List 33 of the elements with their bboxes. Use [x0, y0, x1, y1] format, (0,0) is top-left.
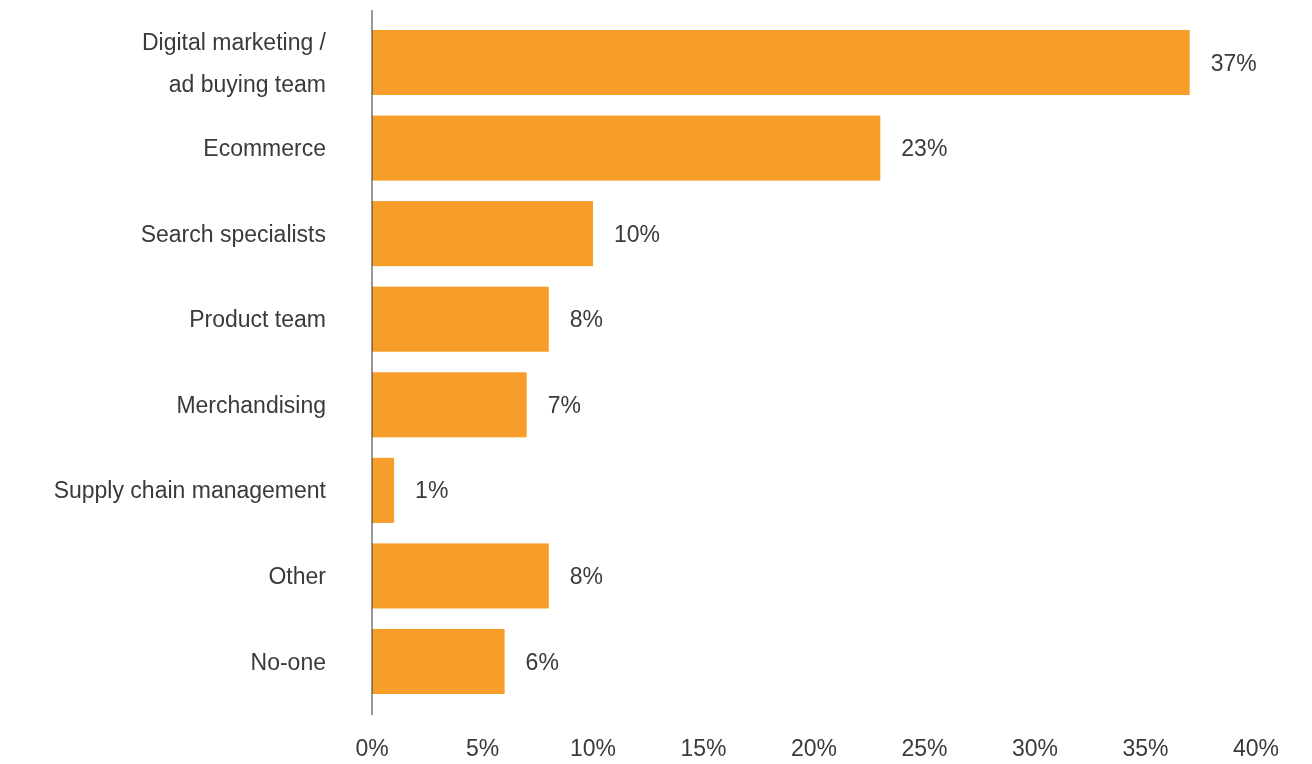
data-label: 7% — [547, 391, 581, 418]
data-label: 37% — [1210, 49, 1257, 76]
x-tick-label: 15% — [680, 735, 727, 762]
y-tick-label: Product team — [189, 306, 326, 333]
bar — [372, 286, 549, 352]
y-tick-label: No-one — [250, 648, 326, 675]
bar — [372, 372, 527, 438]
bar — [372, 628, 505, 694]
x-tick-label: 20% — [790, 735, 838, 762]
bar — [372, 543, 549, 609]
data-label: 8% — [569, 562, 604, 589]
y-tick-label: Merchandising — [176, 391, 326, 418]
bar — [372, 457, 395, 523]
x-tick-label: 0% — [355, 735, 389, 762]
bar — [372, 30, 1190, 96]
x-tick-label: 35% — [1122, 735, 1169, 762]
x-tick-label: 25% — [901, 735, 948, 762]
y-tick-label: Search specialists — [140, 220, 326, 247]
data-label: 10% — [614, 220, 661, 247]
bar — [372, 115, 881, 181]
data-label: 6% — [525, 648, 559, 675]
x-tick-label: 5% — [465, 735, 500, 762]
x-tick-label: 40% — [1232, 735, 1280, 762]
y-tick-label: Digital marketing / ad buying team — [141, 28, 327, 97]
x-tick-label: 10% — [569, 735, 617, 762]
y-tick-label: Other — [268, 562, 327, 589]
data-label: 8% — [569, 306, 604, 333]
y-tick-label: Supply chain management — [53, 477, 327, 504]
y-tick-label: Ecommerce — [203, 135, 326, 162]
x-tick-label: 30% — [1011, 735, 1059, 762]
data-label: 1% — [415, 477, 449, 504]
data-label: 23% — [901, 135, 948, 162]
bar — [372, 201, 593, 267]
